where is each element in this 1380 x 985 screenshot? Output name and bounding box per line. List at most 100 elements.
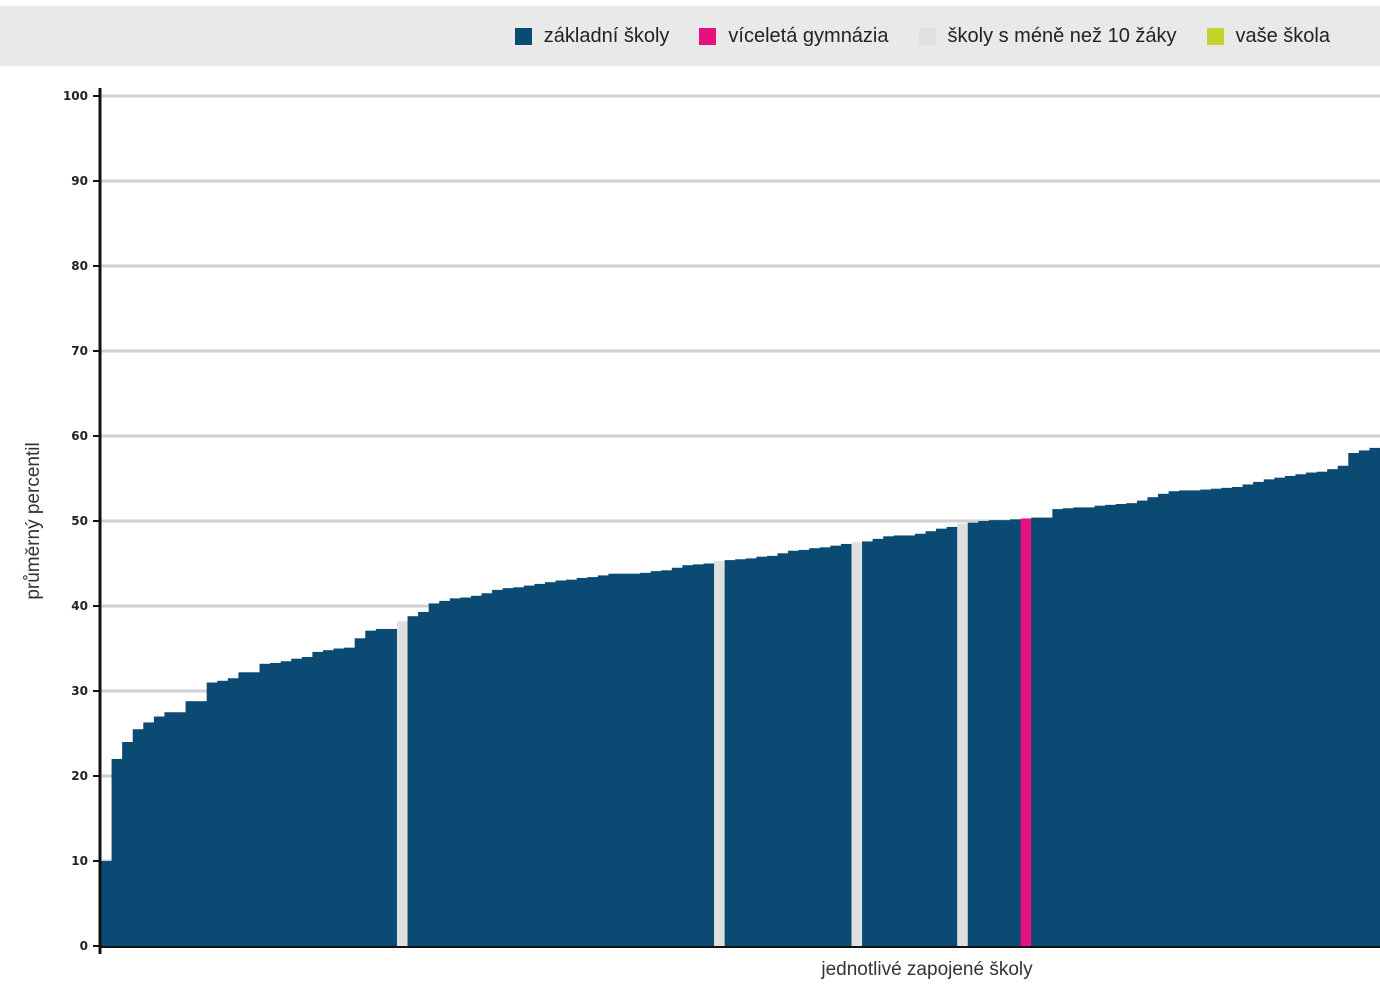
bar	[492, 589, 504, 946]
bar	[407, 616, 419, 946]
bar	[988, 520, 1001, 946]
legend-swatch-male-skoly	[918, 27, 936, 45]
bar	[904, 535, 916, 946]
bar	[101, 861, 113, 946]
bar	[1136, 500, 1149, 946]
bar	[1295, 474, 1307, 946]
bar	[840, 543, 853, 946]
bar	[312, 651, 324, 946]
legend-swatch-vase-skola	[1206, 27, 1224, 45]
bar	[1232, 487, 1244, 946]
bar	[925, 531, 937, 946]
bar	[291, 658, 303, 946]
bar	[1316, 471, 1328, 946]
bar	[819, 547, 831, 946]
x-axis-title: jednotlivé zapojené školy	[820, 959, 1033, 980]
bar	[1147, 497, 1159, 946]
bar	[217, 680, 229, 946]
bar	[333, 648, 345, 946]
bar	[1284, 475, 1297, 946]
bar	[1105, 504, 1117, 946]
bar	[745, 558, 757, 946]
bar	[174, 712, 187, 946]
legend-item-vase-skola: vaše škola	[1206, 24, 1331, 48]
bar	[1073, 507, 1085, 946]
bar	[439, 600, 451, 946]
bar	[301, 657, 313, 946]
bar	[1348, 453, 1360, 946]
bar	[597, 575, 609, 946]
bar	[449, 598, 461, 946]
bar	[153, 716, 166, 946]
bar	[1358, 450, 1371, 946]
bar	[946, 526, 958, 946]
bar	[735, 559, 747, 946]
bar	[555, 580, 567, 946]
legend-swatch-zakladni-skoly	[514, 27, 532, 45]
bar	[756, 556, 768, 946]
bar	[809, 548, 821, 946]
bar	[481, 593, 493, 946]
bar	[259, 663, 271, 946]
legend-item-male-skoly: školy s méně než 10 žáky	[918, 24, 1177, 48]
legend-item-zakladni-skoly: základní školy	[514, 25, 669, 48]
bar	[470, 595, 483, 946]
bar	[1221, 487, 1233, 946]
y-tick-labels: 0 10 20 30 40 50 60 70 80 90 100	[63, 89, 101, 953]
bar	[714, 560, 726, 946]
bar	[587, 577, 599, 946]
bar	[238, 672, 250, 946]
bar	[703, 563, 715, 946]
bar	[1210, 488, 1223, 946]
bar	[1274, 477, 1286, 946]
bar	[862, 541, 874, 946]
bar	[914, 533, 927, 946]
bar	[872, 538, 884, 946]
bar	[724, 560, 736, 946]
bar	[1084, 507, 1096, 946]
bar	[629, 573, 641, 946]
bar	[354, 638, 366, 946]
bar	[883, 536, 895, 946]
bar	[650, 571, 662, 946]
bar	[122, 742, 134, 946]
y-tick-label-90: 90	[71, 174, 88, 188]
bar	[1041, 517, 1053, 946]
bar	[185, 701, 197, 946]
bar	[957, 523, 969, 946]
bar	[1369, 447, 1380, 946]
y-tick-label-10: 10	[71, 854, 88, 868]
bar	[830, 545, 842, 946]
bar	[682, 565, 694, 946]
bar	[1031, 517, 1043, 946]
bar	[576, 577, 588, 946]
bar	[418, 611, 430, 946]
bar	[460, 597, 472, 946]
bar	[608, 573, 620, 946]
bar	[1010, 519, 1022, 946]
bar	[967, 522, 979, 946]
bar	[1200, 489, 1212, 946]
legend-label-male-skoly: školy s méně než 10 žáky	[947, 24, 1177, 47]
legend-label-vase-skola: vaše škola	[1235, 24, 1331, 47]
bar	[1094, 505, 1106, 946]
bar	[227, 678, 240, 946]
bar	[280, 661, 292, 946]
bars	[101, 447, 1380, 946]
bar	[1242, 484, 1254, 946]
bar	[396, 621, 409, 946]
bar	[1126, 503, 1138, 946]
bar	[1179, 490, 1191, 946]
bar	[1263, 479, 1275, 946]
bar	[143, 722, 155, 946]
bar	[936, 528, 948, 946]
bar	[132, 729, 144, 946]
bar	[248, 672, 261, 946]
bar	[798, 549, 810, 946]
bar	[1115, 504, 1127, 946]
bar	[766, 555, 779, 946]
y-tick-label-40: 40	[71, 599, 88, 613]
bar	[618, 573, 631, 946]
bar	[851, 542, 863, 946]
